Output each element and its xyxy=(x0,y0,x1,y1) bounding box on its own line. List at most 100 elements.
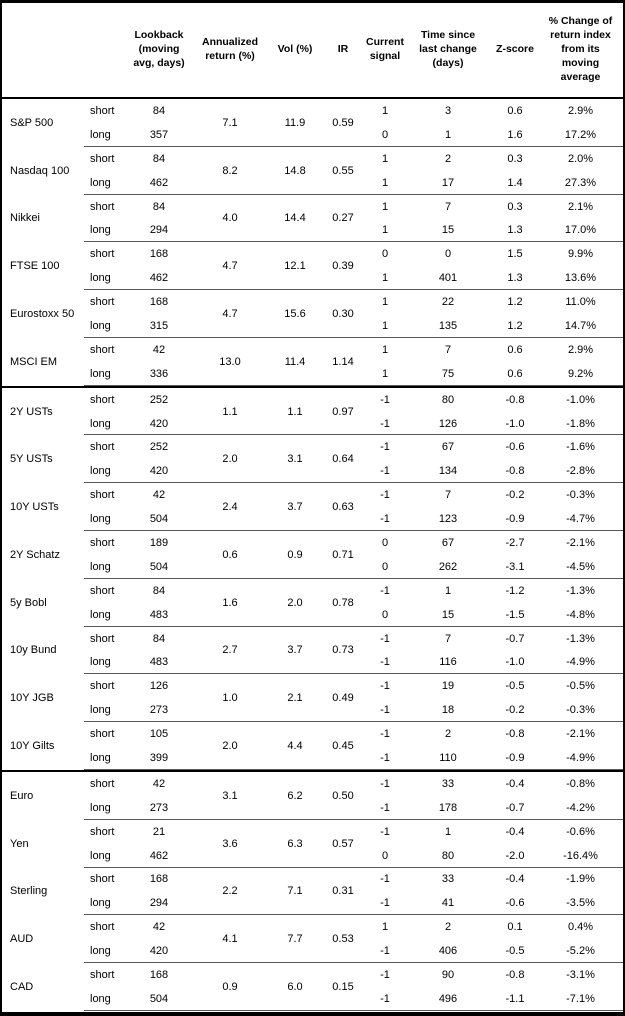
ir-value: 0.30 xyxy=(332,308,354,321)
signal-value: -1 xyxy=(380,969,390,981)
vol-value: 1.1 xyxy=(287,405,303,418)
pct-change-value: 2.9% xyxy=(567,343,594,356)
days-since-change-value: 7 xyxy=(444,632,452,645)
days-since-change-value: 110 xyxy=(439,751,457,764)
signal-value: -1 xyxy=(380,465,390,478)
days-since-change-value: 123 xyxy=(438,513,458,526)
days-since-change-value: 33 xyxy=(441,873,455,886)
pct-change-value: -4.8% xyxy=(566,608,595,621)
lookback-value: 294 xyxy=(149,897,169,910)
vol-value: 3.7 xyxy=(287,644,303,657)
lookback-value: 462 xyxy=(149,272,169,285)
annualized-return-value: 1.1 xyxy=(222,405,238,418)
annualized-return-value: 4.0 xyxy=(222,212,238,225)
lookback-value: 168 xyxy=(149,873,169,886)
position-label: long xyxy=(90,319,111,332)
pct-change-value: -0.5% xyxy=(566,680,595,693)
position-label: long xyxy=(90,272,111,285)
header-pct-change-label: % Change of return index from its moving… xyxy=(548,15,613,83)
table-body: S&P 500 7.1 11.9 0.59 short 84 1 3 0.6 2.9% long 35… xyxy=(2,99,623,1011)
annualized-return-value: 8.2 xyxy=(222,164,238,177)
ir-value: 0.50 xyxy=(332,789,354,802)
days-since-change-value: 1 xyxy=(444,825,452,838)
vol-value: 11.4 xyxy=(284,355,306,368)
lookback-value: 357 xyxy=(149,128,169,141)
days-since-change-value: 135 xyxy=(438,319,458,332)
lookback-value: 273 xyxy=(149,704,169,717)
days-since-change-value: 178 xyxy=(438,801,458,814)
pct-change-value: -1.3% xyxy=(566,584,595,597)
lookback-value: 336 xyxy=(149,367,169,380)
ir-value: 0.39 xyxy=(332,260,354,273)
days-since-change-value: 0 xyxy=(444,248,452,261)
lookback-value: 504 xyxy=(149,513,169,526)
ir-value: 0.71 xyxy=(332,548,354,561)
pct-change-value: -3.5% xyxy=(566,897,595,910)
days-since-change-value: 116 xyxy=(439,656,457,669)
vol-value: 7.7 xyxy=(287,933,303,946)
days-since-change-value: 2 xyxy=(444,728,452,741)
pct-change-value: -4.9% xyxy=(566,751,595,764)
lookback-value: 483 xyxy=(149,608,169,621)
position-label: short xyxy=(90,680,115,693)
z-score-value: -3.1 xyxy=(505,560,525,573)
z-score-value: 0.3 xyxy=(507,200,523,213)
header-time-since-change: Time since last change (days) xyxy=(404,3,492,97)
signal-value: 0 xyxy=(381,128,389,141)
annualized-return-value: 2.4 xyxy=(222,501,238,514)
asset-name: 10y Bund xyxy=(10,644,57,657)
asset-block: S&P 500 7.1 11.9 0.59 short 84 1 3 0.6 2.9% long 35… xyxy=(2,99,623,147)
z-score-value: 0.6 xyxy=(507,343,523,356)
table-section-bonds: 2Y USTs 1.1 1.1 0.97 short 252 -1 80 -0.8 -1.0% lo… xyxy=(2,385,623,770)
signal-value: -1 xyxy=(380,897,390,910)
pct-change-value: -0.8% xyxy=(566,777,595,790)
table-header: Lookback (moving avg, days) Annualized r… xyxy=(2,3,623,99)
signal-value: -1 xyxy=(380,656,390,669)
asset-block: Yen 3.6 6.3 0.57 short 21 -1 1 -0.4 -0.6% long 462 0… xyxy=(2,820,623,868)
z-score-value: -0.4 xyxy=(505,825,525,838)
days-since-change-value: 262 xyxy=(438,560,458,573)
table-section-equities: S&P 500 7.1 11.9 0.59 short 84 1 3 0.6 2.9% long 35… xyxy=(2,99,623,386)
signal-value: -1 xyxy=(380,584,390,597)
lookback-value: 273 xyxy=(149,801,169,814)
z-score-value: 1.3 xyxy=(507,272,523,285)
table-section-currencies: Euro 3.1 6.2 0.50 short 42 -1 33 -0.4 -0.8% long 27… xyxy=(2,769,623,1011)
lookback-value: 420 xyxy=(149,945,169,958)
pct-change-value: 17.2% xyxy=(564,128,597,141)
z-score-value: 1.4 xyxy=(507,176,523,189)
lookback-value: 504 xyxy=(149,992,169,1005)
z-score-value: 1.2 xyxy=(507,319,523,332)
lookback-value: 42 xyxy=(152,921,166,934)
position-label: long xyxy=(90,849,111,862)
z-score-value: -1.1 xyxy=(505,992,525,1005)
pct-change-value: -1.8% xyxy=(566,417,595,430)
position-label: long xyxy=(90,560,111,573)
z-score-value: 0.6 xyxy=(507,367,523,380)
ir-value: 0.73 xyxy=(332,644,354,657)
z-score-value: 1.3 xyxy=(507,224,523,237)
vol-value: 14.4 xyxy=(284,212,306,225)
signal-value: 1 xyxy=(381,176,389,189)
asset-name: FTSE 100 xyxy=(10,260,60,273)
position-label: short xyxy=(90,296,115,309)
lookback-value: 84 xyxy=(152,632,166,645)
z-score-value: -0.8 xyxy=(505,393,525,406)
z-score-value: -0.6 xyxy=(505,441,525,454)
lookback-value: 420 xyxy=(149,417,169,430)
lookback-value: 168 xyxy=(149,969,169,981)
asset-name: 10Y Gilts xyxy=(10,740,55,753)
z-score-value: -0.7 xyxy=(505,801,525,814)
annualized-return-value: 2.2 xyxy=(222,885,238,898)
position-label: short xyxy=(90,393,115,406)
position-label: long xyxy=(90,417,111,430)
ir-value: 0.59 xyxy=(332,116,354,129)
days-since-change-value: 7 xyxy=(444,200,452,213)
z-score-value: -0.6 xyxy=(505,897,525,910)
position-label: short xyxy=(90,728,115,741)
z-score-value: -0.4 xyxy=(505,777,525,790)
vol-value: 4.4 xyxy=(287,740,303,753)
pct-change-value: -4.9% xyxy=(566,656,595,669)
position-label: long xyxy=(90,367,111,380)
lookback-value: 84 xyxy=(152,584,166,597)
pct-change-value: -4.5% xyxy=(566,560,595,573)
